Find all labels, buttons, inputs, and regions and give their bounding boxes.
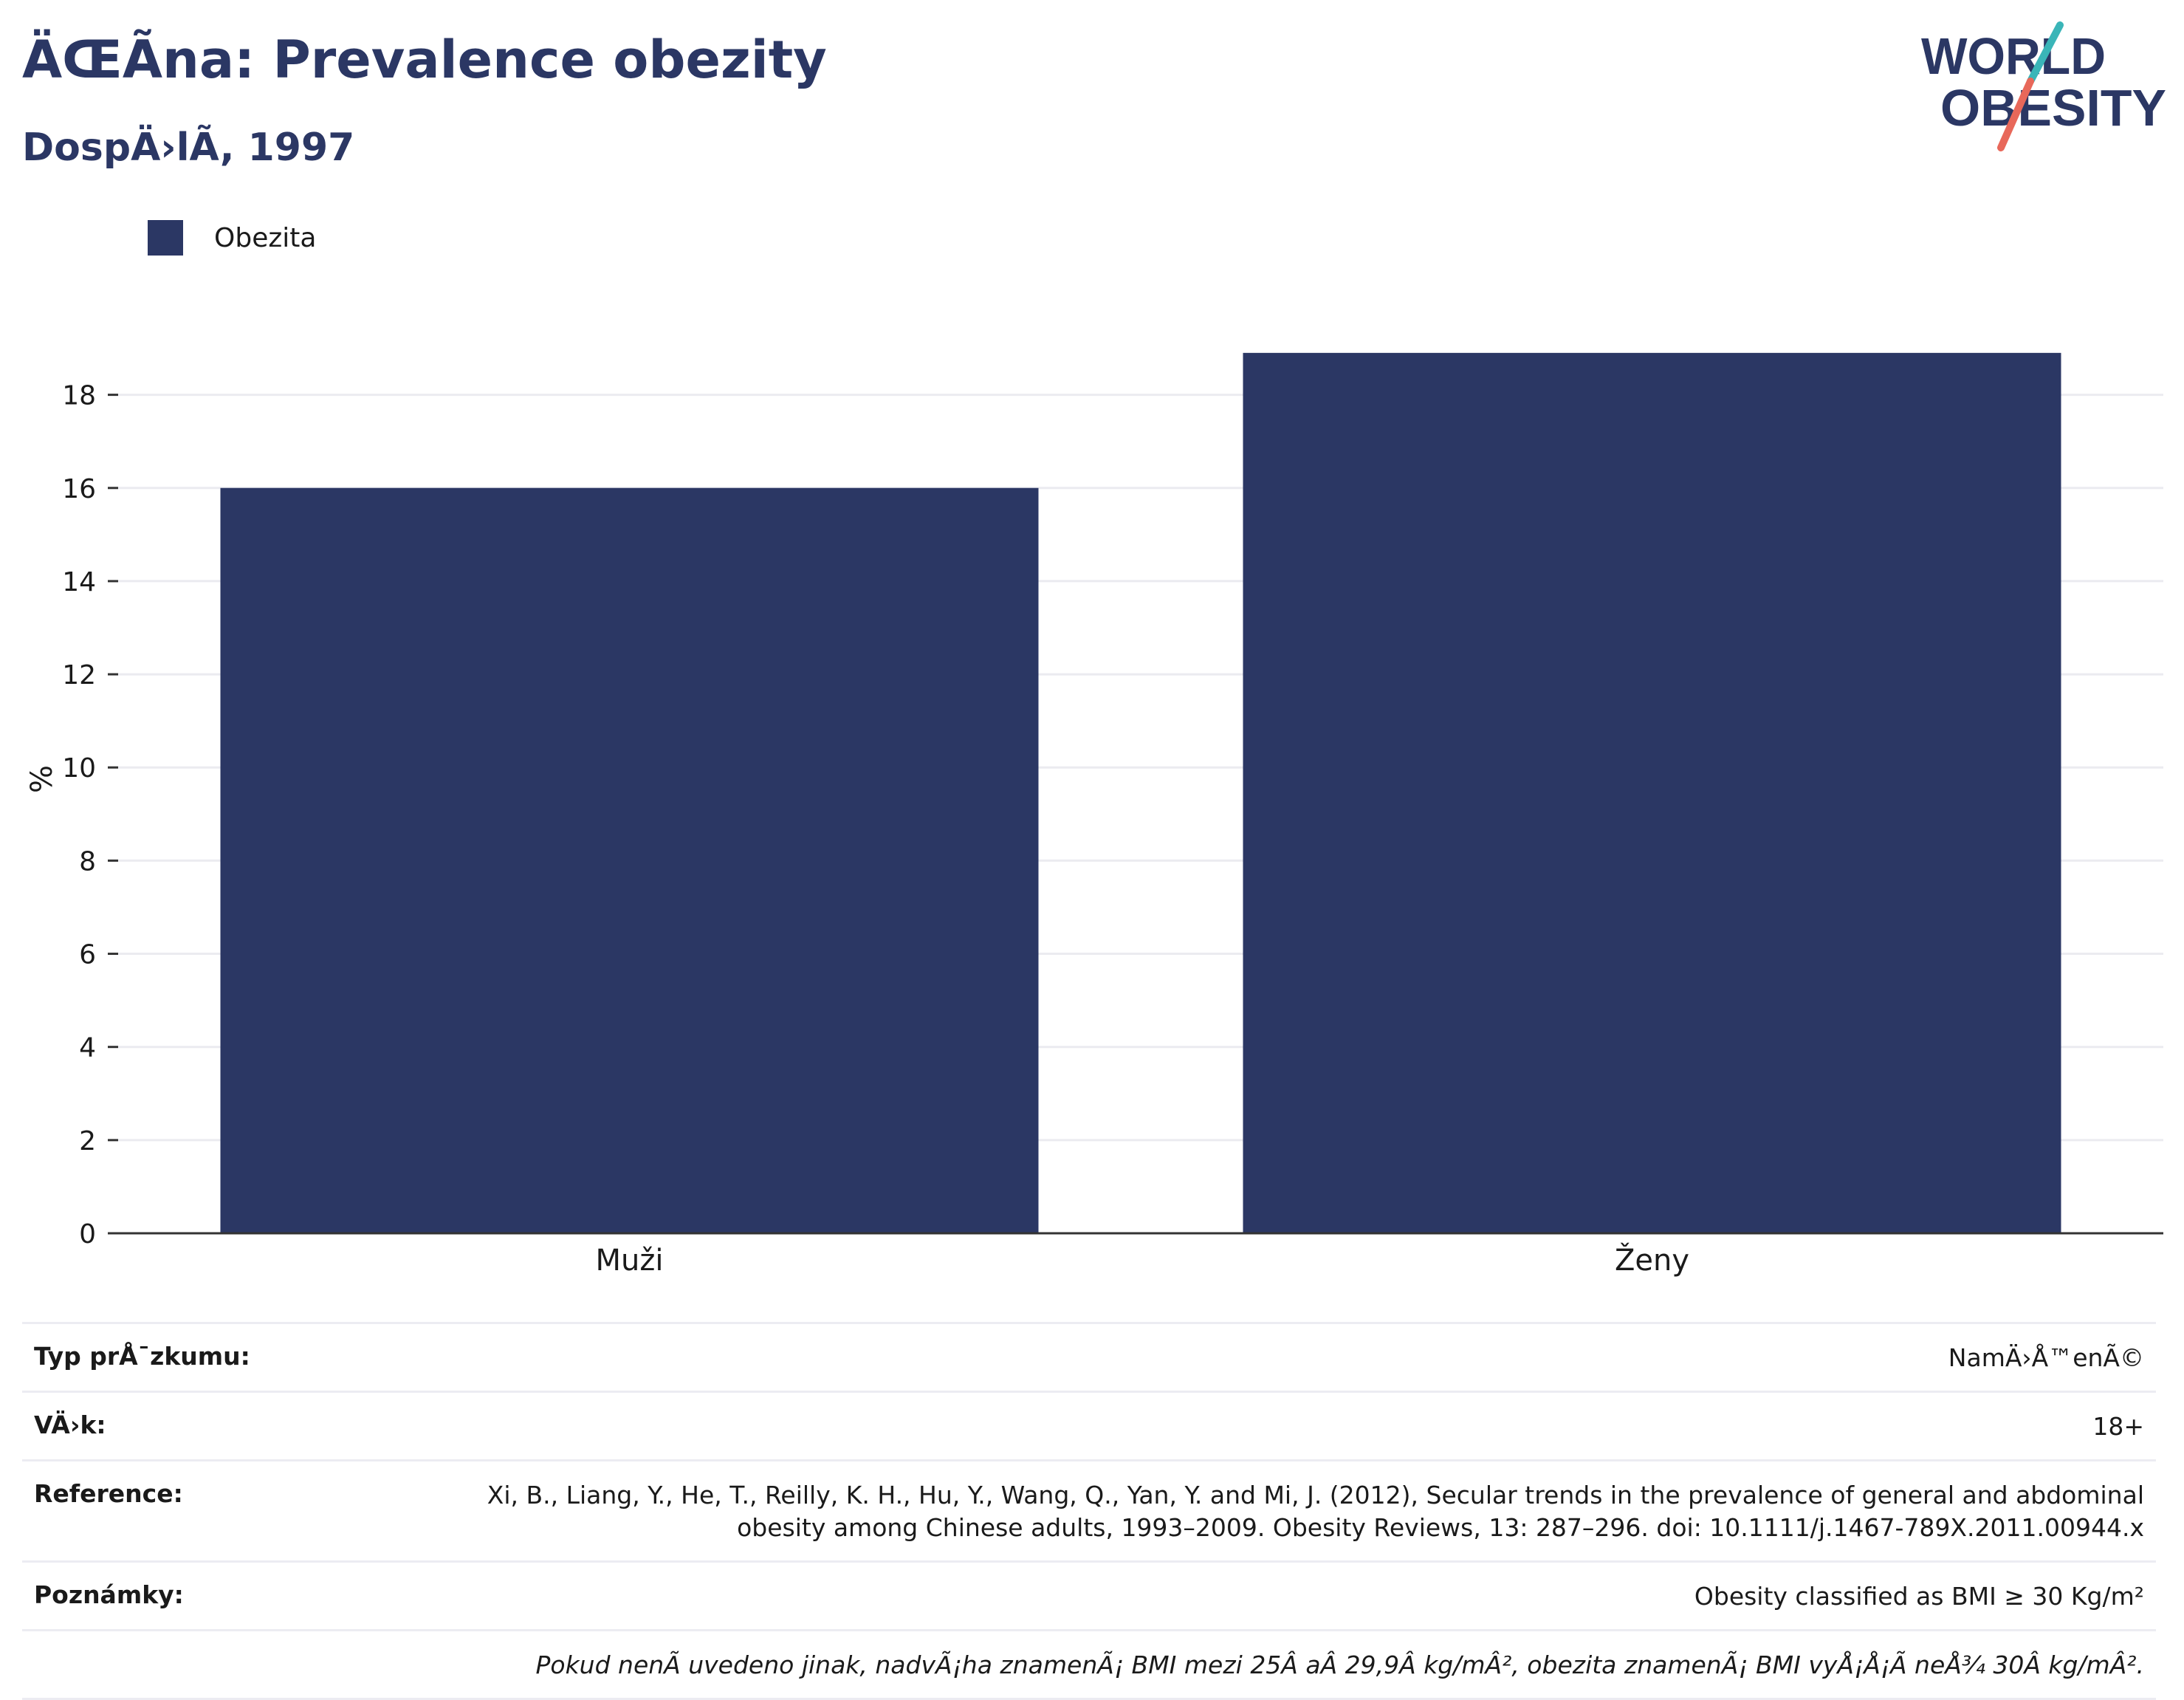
- y-tick-label: 14: [62, 567, 96, 597]
- info-value: NamÄ›Å™enÃ©: [1948, 1343, 2144, 1372]
- y-axis-label: %: [25, 765, 59, 793]
- y-tick-label: 4: [79, 1033, 96, 1063]
- info-label: VÄ›k:: [34, 1411, 106, 1439]
- y-tick-label: 0: [79, 1219, 96, 1250]
- info-row-notes: Poznámky: Obesity classified as BMI ≥ 30…: [22, 1560, 2156, 1629]
- reference-line-1: Xi, B., Liang, Y., He, T., Reilly, K. H.…: [487, 1481, 2144, 1509]
- chart-legend[interactable]: Obezita: [148, 220, 316, 256]
- info-label: Reference:: [34, 1479, 183, 1508]
- chart-title: ÄŒÃna: Prevalence obezity: [22, 30, 827, 90]
- info-row-reference: Reference: Xi, B., Liang, Y., He, T., Re…: [22, 1459, 2156, 1560]
- bar-muži: [220, 487, 1039, 1233]
- logo-slash-red: [1997, 78, 2034, 151]
- info-value: Obesity classified as BMI ≥ 30 Kg/m²: [1694, 1582, 2144, 1611]
- legend-swatch-obezita: [148, 220, 183, 256]
- reference-line-2: obesity among Chinese adults, 1993–2009.…: [737, 1513, 2144, 1542]
- y-tick-label: 2: [79, 1126, 96, 1156]
- bar-chart: 0 2 4 6 8 10 12 14 16 18% Muži Ženy: [25, 352, 2163, 1278]
- x-tick-label: Muži: [596, 1244, 664, 1278]
- y-tick-label: 16: [62, 474, 96, 504]
- info-table: Typ prÅ¯zkumu: NamÄ›Å™enÃ© VÄ›k: 18+ Ref…: [22, 1322, 2156, 1700]
- y-tick-label: 18: [62, 381, 96, 411]
- y-tick-label: 10: [62, 753, 96, 784]
- legend-label-obezita: Obezita: [214, 222, 317, 253]
- info-row-survey-type: Typ prÅ¯zkumu: NamÄ›Å™enÃ©: [22, 1322, 2156, 1391]
- x-tick-label: Ženy: [1615, 1242, 1689, 1278]
- info-label: Poznámky:: [34, 1580, 184, 1609]
- bar-ženy: [1243, 352, 2061, 1233]
- info-label: Typ prÅ¯zkumu:: [34, 1342, 250, 1371]
- y-tick-label: 12: [62, 660, 96, 690]
- logo-slash-teal: [2027, 21, 2064, 85]
- world-obesity-logo: WORLD OBESITY: [1921, 21, 2166, 151]
- y-tick-label: 6: [79, 940, 96, 970]
- logo-word-world: WORLD: [1921, 27, 2106, 85]
- info-row-age: VÄ›k: 18+: [22, 1391, 2156, 1459]
- info-value: 18+: [2092, 1412, 2144, 1441]
- logo-word-obesity: OBESITY: [1940, 79, 2166, 137]
- chart-subtitle: DospÄ›lÃ, 1997: [22, 126, 355, 170]
- info-value-reference: Xi, B., Liang, Y., He, T., Reilly, K. H.…: [487, 1479, 2144, 1544]
- definition-note: Pokud nenÃ uvedeno jinak, nadvÃ¡ha zname…: [535, 1651, 2144, 1679]
- y-tick-label: 8: [79, 846, 96, 877]
- info-row-definition-note: Pokud nenÃ uvedeno jinak, nadvÃ¡ha zname…: [22, 1629, 2156, 1700]
